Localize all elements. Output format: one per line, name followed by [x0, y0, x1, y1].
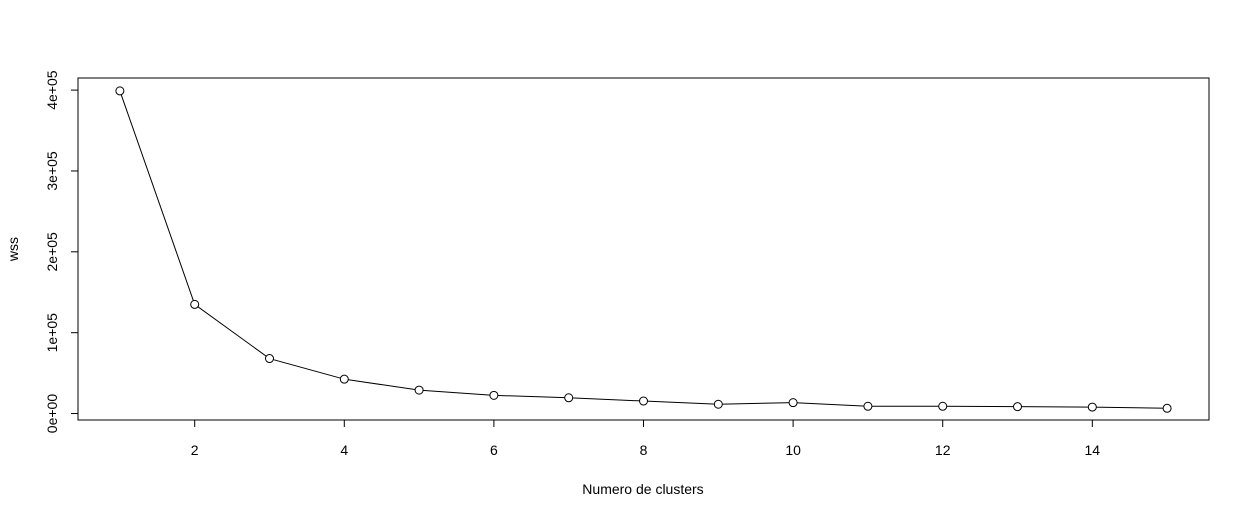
data-point [339, 374, 349, 384]
y-tick-label: 3e+05 [44, 151, 60, 191]
data-point [1087, 402, 1097, 412]
data-point [190, 299, 200, 309]
x-axis: 2 4 6 8 10 12 14 [191, 419, 1101, 458]
x-tick-label: 2 [191, 442, 199, 458]
series-wss [115, 86, 1172, 413]
data-point [863, 401, 873, 411]
x-tick-label: 10 [785, 442, 801, 458]
y-tick-label: 2e+05 [44, 232, 60, 272]
data-point [1013, 402, 1023, 412]
data-point [414, 385, 424, 395]
y-axis-label: wss [5, 237, 21, 262]
data-point [264, 354, 274, 364]
data-point [489, 390, 499, 400]
data-point [639, 396, 648, 406]
x-tick-label: 12 [935, 442, 951, 458]
data-point [1162, 403, 1172, 413]
data-point [564, 393, 574, 403]
x-axis-label: Numero de clusters [582, 481, 703, 497]
data-point [938, 401, 948, 411]
x-tick-label: 8 [640, 442, 648, 458]
data-point [115, 86, 125, 96]
series-line [119, 90, 1168, 409]
y-tick-label: 1e+05 [44, 313, 60, 353]
x-tick-label: 4 [340, 442, 348, 458]
y-axis: 0e+00 1e+05 2e+05 3e+05 4e+05 [44, 70, 79, 434]
x-tick-label: 14 [1085, 442, 1101, 458]
plot-frame [77, 77, 1210, 421]
data-point [713, 399, 723, 409]
y-tick-label: 0e+00 [44, 394, 60, 434]
x-tick-label: 6 [490, 442, 498, 458]
y-tick-label: 4e+05 [44, 70, 60, 110]
data-point [788, 398, 798, 408]
